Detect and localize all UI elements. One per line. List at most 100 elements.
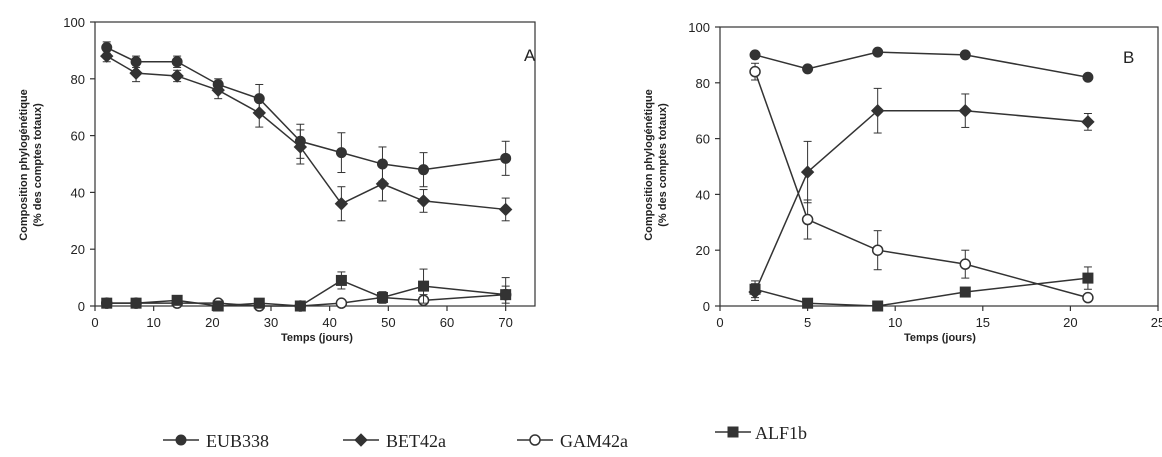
data-point <box>101 297 113 309</box>
series-bet42a <box>100 49 513 222</box>
y-tick-label: 40 <box>696 187 710 202</box>
x-tick-label: 20 <box>1063 315 1077 330</box>
y-tick-label: 0 <box>78 299 85 314</box>
data-point <box>749 49 761 61</box>
chart-panel-b: Composition phylogénétique (% des compte… <box>643 20 1162 344</box>
series-line <box>106 279 506 307</box>
y-tick-label: 20 <box>696 243 710 258</box>
y-tick-label: 100 <box>63 15 85 30</box>
x-tick-label: 50 <box>381 315 395 330</box>
y-tick-label: 40 <box>71 185 85 200</box>
legend-label: EUB338 <box>206 431 269 451</box>
data-point <box>1081 115 1095 129</box>
plot-frame <box>719 26 1159 307</box>
plot-frame <box>94 21 536 307</box>
data-point <box>335 274 347 286</box>
y-tick-label: 80 <box>696 76 710 91</box>
data-point <box>252 106 266 120</box>
data-point <box>335 297 348 309</box>
series-bet42a <box>748 87 1095 301</box>
y-axis-title-line1: Composition phylogénétique <box>18 89 30 241</box>
legend-marker-circle-open <box>529 434 541 446</box>
x-axis-title: Temps (jours) <box>281 332 353 344</box>
x-tick-label: 30 <box>264 315 278 330</box>
y-tick-label: 0 <box>703 299 710 314</box>
data-point <box>100 49 114 63</box>
data-point <box>801 213 814 226</box>
series-line <box>754 71 1089 299</box>
data-point <box>293 140 308 154</box>
data-point <box>375 177 390 191</box>
data-point <box>171 294 183 306</box>
y-axis-title: Composition phylogénétique (% des compte… <box>643 89 669 241</box>
y-tick-label: 80 <box>71 72 85 87</box>
panel-label: B <box>1123 48 1134 67</box>
x-tick-label: 60 <box>440 315 454 330</box>
x-axis-title: Temps (jours) <box>904 332 976 344</box>
y-axis-title-line2: (% des comptes totaux) <box>657 103 669 227</box>
data-point <box>500 289 512 301</box>
x-tick-label: 25 <box>1151 315 1162 330</box>
series-alf1b <box>749 266 1094 312</box>
legend-item-alf1b: ALF1b <box>715 423 807 443</box>
x-tick-label: 20 <box>205 315 219 330</box>
y-tick-label: 60 <box>71 129 85 144</box>
data-point <box>500 152 512 164</box>
series-eub338 <box>101 41 512 188</box>
series-line <box>106 46 506 171</box>
data-point <box>870 103 885 118</box>
data-point <box>959 49 971 61</box>
data-point <box>802 63 814 75</box>
data-point <box>171 56 183 68</box>
data-point <box>871 244 884 256</box>
data-point <box>130 297 142 309</box>
y-axis-title-line2: (% des comptes totaux) <box>32 103 44 227</box>
data-point <box>498 202 513 217</box>
x-tick-label: 40 <box>322 315 336 330</box>
data-point <box>211 83 225 97</box>
series-gam42a <box>749 62 1094 304</box>
data-point <box>1082 272 1094 284</box>
legend-item-bet42a: BET42a <box>343 431 446 451</box>
x-tick-label: 70 <box>498 315 512 330</box>
y-axis-title: Composition phylogénétique (% des compte… <box>18 89 44 241</box>
data-point <box>1082 291 1094 304</box>
data-point <box>959 286 971 298</box>
data-point <box>418 164 430 176</box>
data-point <box>749 65 761 78</box>
series-line <box>106 293 506 307</box>
data-point <box>749 283 761 295</box>
data-point <box>1082 71 1094 83</box>
data-point <box>802 297 814 309</box>
data-point <box>800 165 815 179</box>
x-tick-label: 5 <box>804 315 811 330</box>
data-point <box>212 300 224 312</box>
data-point <box>418 280 430 292</box>
data-point <box>170 69 184 83</box>
chart-panel-a: Composition phylogénétique (% des compte… <box>18 15 536 344</box>
data-point <box>416 194 431 208</box>
legend-label: BET42a <box>386 431 446 451</box>
legend-label: GAM42a <box>560 431 628 451</box>
legend-marker-diamond-filled <box>354 433 368 447</box>
x-tick-label: 10 <box>146 315 160 330</box>
legend-item-gam42a: GAM42a <box>517 431 628 451</box>
y-tick-label: 100 <box>688 20 710 35</box>
legend-label: ALF1b <box>755 423 807 443</box>
legend-marker-square-filled <box>727 426 739 438</box>
data-point <box>872 300 884 312</box>
legend-marker-circle-filled <box>175 434 187 446</box>
data-point <box>872 46 884 58</box>
y-axis-title-line1: Composition phylogénétique <box>643 89 655 241</box>
panel-label: A <box>524 46 536 65</box>
data-point <box>253 297 265 309</box>
series-line <box>106 55 506 211</box>
legend: EUB338 BET42a GAM42a ALF1b <box>163 423 807 451</box>
x-tick-label: 0 <box>716 315 723 330</box>
legend-item-eub338: EUB338 <box>163 431 269 451</box>
data-point <box>958 103 972 118</box>
x-tick-label: 15 <box>976 315 990 330</box>
data-point <box>334 197 349 211</box>
x-tick-label: 10 <box>888 315 902 330</box>
data-point <box>376 291 388 303</box>
